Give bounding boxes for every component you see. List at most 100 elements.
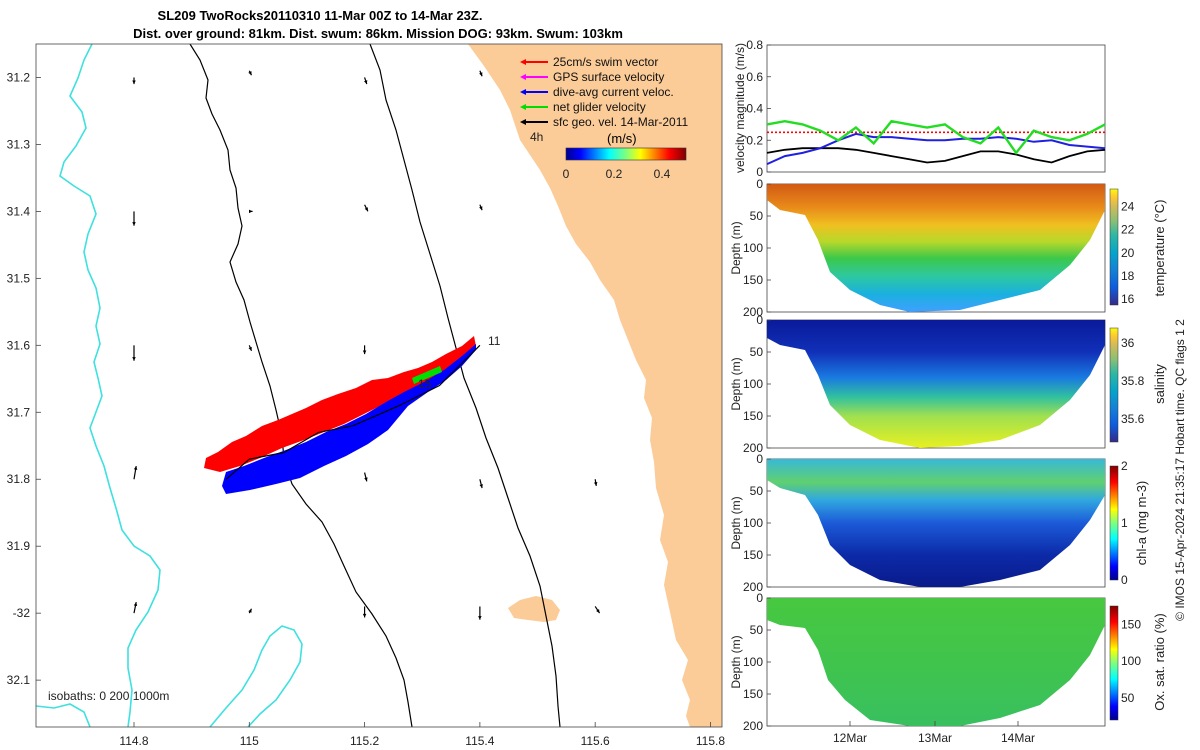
depth-tick-label: 200 — [743, 441, 763, 455]
map-xtick-label: 114.8 — [119, 734, 148, 748]
depth-tick-label: 50 — [750, 484, 764, 498]
colorbar-tick-label: 100 — [1121, 654, 1141, 668]
map-colorbar-tick: 0.4 — [654, 167, 671, 181]
depth-tick-label: 150 — [743, 409, 763, 423]
salinity-label: salinity — [1152, 364, 1167, 404]
island — [508, 596, 560, 622]
salinity-y-axis: 0 50 100 150 200 — [743, 313, 771, 455]
map-ytick-label: 31.7 — [7, 405, 31, 419]
map-ytick-label: 31.8 — [7, 472, 31, 486]
temperature-label: temperature (°C) — [1152, 200, 1167, 297]
depth-tick-label: 200 — [743, 580, 763, 594]
depth-tick-label: 100 — [743, 516, 763, 530]
geo-arrow-head — [363, 80, 368, 85]
section-oxygen: 0 50 100 150 200 Depth (m) 50 100 150 Ox. sat.… — [729, 591, 1167, 745]
colorbar-tick-label: 22 — [1121, 223, 1135, 237]
legend-label: 25cm/s swim vector — [553, 55, 658, 69]
depth-tick-label: 200 — [743, 719, 763, 733]
colorbar-tick-label: 24 — [1121, 199, 1135, 213]
chart-title-line2: Dist. over ground: 81km. Dist. swum: 86k… — [133, 26, 623, 41]
date-tick-label: 12Mar — [833, 731, 867, 745]
map-ytick-label: 31.9 — [7, 539, 31, 553]
isobath-200m — [369, 44, 561, 727]
section-temperature: 0 50 100 150 200 Depth (m) 16 18 20 22 24 temper… — [729, 177, 1167, 319]
oxygen-y-axis: 0 50 100 150 200 — [743, 591, 771, 733]
map-panel: 114.8 115 115.2 115.4 115.6 115.8 31.231.331.… — [7, 43, 725, 748]
chlorophyll-ylabel: Depth (m) — [729, 496, 743, 549]
map-xtick-label: 115.8 — [696, 734, 725, 748]
track-end-label: 15 — [418, 377, 432, 391]
depth-tick-label: 150 — [743, 273, 763, 287]
geo-arrow-head — [248, 71, 252, 76]
section-salinity: 0 50 100 150 200 Depth (m) 35.6 35.8 36 salini… — [729, 313, 1167, 455]
depth-tick-label: 0 — [756, 452, 763, 466]
map-x-axis: 114.8 115 115.2 115.4 115.6 115.8 — [119, 722, 725, 748]
salinity-field — [767, 320, 1105, 448]
map-colorbar-tick: 0 — [563, 167, 570, 181]
legend-label: sfc geo. vel. 14-Mar-2011 — [553, 115, 689, 129]
depth-tick-label: 150 — [743, 687, 763, 701]
chlorophyll-label: chl-a (mg m-3) — [1134, 481, 1149, 566]
oxygen-colorbar-ticks: 50 100 150 — [1121, 617, 1141, 705]
depth-tick-label: 100 — [743, 655, 763, 669]
geo-arrow-head — [596, 609, 600, 614]
velocity-frame — [766, 44, 1106, 173]
oxygen-colorbar — [1109, 605, 1119, 721]
legend-arrowhead — [520, 59, 526, 65]
series-current-velocity — [766, 132, 1106, 166]
geo-arrow-head — [593, 482, 598, 486]
velocity-ytick-label: 0.2 — [746, 133, 763, 147]
section-chlorophyll: 0 50 100 150 200 Depth (m) 0 1 2 chl-a (mg m-3… — [729, 452, 1149, 594]
geo-arrow-head — [479, 206, 483, 211]
track-swim-vectors — [204, 336, 476, 472]
colorbar-tick-label: 0 — [1121, 573, 1128, 587]
map-frame — [35, 43, 723, 728]
map-ytick-label: 31.4 — [7, 204, 31, 218]
salinity-ylabel: Depth (m) — [729, 357, 743, 410]
depth-tick-label: 0 — [756, 591, 763, 605]
date-tick-label: 14Mar — [1001, 731, 1035, 745]
geo-arrow-head — [132, 222, 136, 226]
colorbar-tick-label: 50 — [1121, 691, 1135, 705]
chlorophyll-y-axis: 0 50 100 150 200 — [743, 452, 771, 594]
geo-arrow-head — [132, 357, 136, 361]
depth-tick-label: 50 — [750, 345, 764, 359]
depth-tick-label: 150 — [743, 548, 763, 562]
velocity-y-axis: 0 0.2 0.4 0.6 0.8 — [746, 38, 771, 179]
colorbar-tick-label: 36 — [1121, 336, 1135, 350]
temperature-y-axis: 0 50 100 150 200 — [743, 177, 771, 319]
date-tick-label: 13Mar — [918, 731, 952, 745]
colorbar-tick-label: 2 — [1121, 459, 1128, 473]
track-start-label: 11 — [488, 334, 501, 348]
depth-tick-label: 0 — [756, 177, 763, 191]
temperature-colorbar-ticks: 16 18 20 22 24 — [1121, 199, 1135, 306]
oxygen-ylabel: Depth (m) — [729, 635, 743, 688]
depth-tick-label: 50 — [750, 209, 764, 223]
geo-arrow-head — [362, 350, 367, 355]
map-colorbar-ticks: 0 0.2 0.4 — [563, 167, 671, 181]
map-xtick-label: 115 — [240, 734, 259, 748]
coastline-land — [468, 44, 722, 727]
colorbar-tick-label: 150 — [1121, 617, 1141, 631]
track-net-vectors — [412, 366, 442, 384]
colorbar-tick-label: 18 — [1121, 269, 1135, 283]
geo-arrow-head — [479, 484, 483, 489]
velocity-ytick-label: 0.6 — [746, 70, 763, 84]
map-colorbar — [565, 147, 687, 161]
geo-arrow-head — [132, 80, 136, 85]
legend-arrowhead — [520, 104, 526, 110]
legend-arrowhead — [520, 89, 526, 95]
chlorophyll-colorbar-ticks: 0 1 2 — [1121, 459, 1128, 587]
geo-velocity-arrows — [132, 70, 601, 620]
velocity-panel: 0 0.2 0.4 0.6 0.8 velocity magnitude (m/s) — [733, 38, 1106, 179]
legend-label: net glider velocity — [553, 100, 646, 114]
depth-tick-label: 0 — [756, 313, 763, 327]
geo-arrow-head — [478, 616, 482, 620]
map-xtick-label: 115.2 — [350, 734, 379, 748]
map-ytick-label: 31.3 — [7, 137, 31, 151]
isobath-0m — [189, 44, 413, 727]
glider-track — [225, 344, 481, 480]
map-ytick-label: 31.6 — [7, 338, 31, 352]
